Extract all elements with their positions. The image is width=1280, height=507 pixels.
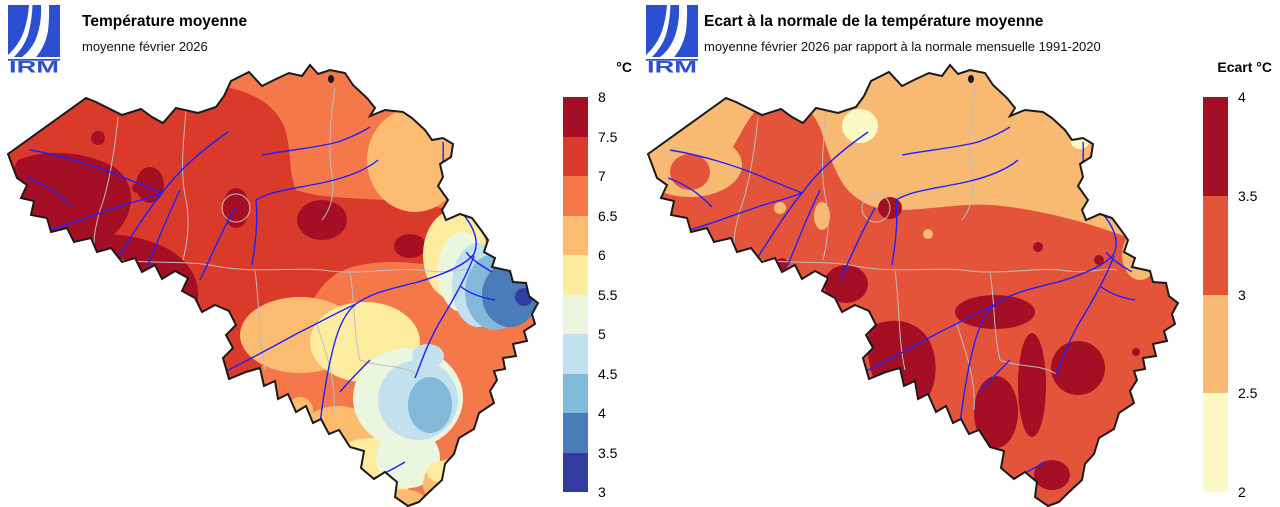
colorbar-tick: 3 xyxy=(1238,286,1246,303)
colorbar-tick: 7.5 xyxy=(598,128,618,145)
panel-temperature: IRM Température moyenne moyenne février … xyxy=(7,5,642,507)
colorbar-tick: 6.5 xyxy=(598,207,618,224)
temperature-map xyxy=(7,64,539,507)
panel-anomaly: IRM Ecart à la normale de la température… xyxy=(640,0,1280,507)
anomaly-region xyxy=(1034,460,1070,490)
anomaly-region xyxy=(1033,242,1043,252)
anomaly-map-regions xyxy=(648,65,1178,506)
colorbar-segment xyxy=(1203,195,1228,295)
irm-logo: IRM xyxy=(8,5,60,73)
colorbar-segment xyxy=(563,136,588,176)
colorbar-tick: 6 xyxy=(598,247,606,263)
border-islet xyxy=(968,75,974,83)
colorbar-tick: 5.5 xyxy=(598,286,618,303)
colorbar-segment xyxy=(563,452,588,492)
anomaly-region xyxy=(923,229,933,239)
anomaly-region xyxy=(955,295,1035,329)
colorbar xyxy=(563,97,588,492)
colorbar-tick: 4.5 xyxy=(598,365,618,382)
colorbar-unit-label: Ecart °C xyxy=(1217,59,1272,75)
colorbar-unit-label: °C xyxy=(616,59,632,75)
colorbar-tick: 2.5 xyxy=(1238,385,1258,402)
irm-logo-text: IRM xyxy=(9,58,59,74)
colorbar-segment xyxy=(563,97,588,137)
irm-logo-rule xyxy=(646,59,698,61)
colorbar-ticks: 4 3.5 3 2.5 2 xyxy=(1238,89,1280,500)
temp-region xyxy=(132,183,142,193)
irm-logo-swoosh-left xyxy=(8,5,33,57)
colorbar-tick: 3.5 xyxy=(598,444,618,461)
border-islet xyxy=(328,75,334,83)
anomaly-region xyxy=(824,265,868,303)
temp-region xyxy=(412,344,444,368)
temp-region xyxy=(376,428,440,488)
colorbar-tick: 3 xyxy=(598,484,606,500)
colorbar-tick: 3.5 xyxy=(1238,187,1258,204)
temp-region xyxy=(136,167,164,203)
colorbar-tick: 2 xyxy=(1238,484,1246,500)
irm-logo-swoosh-left xyxy=(646,5,671,57)
anomaly-region xyxy=(1094,255,1104,265)
map-title: Ecart à la normale de la température moy… xyxy=(704,13,1044,30)
colorbar-ticks: 8 7.5 7 6.5 6 5.5 5 4.5 4 3.5 3 xyxy=(598,89,642,500)
colorbar xyxy=(1203,97,1228,492)
colorbar-segment xyxy=(563,334,588,374)
map-subtitle: moyenne février 2026 xyxy=(82,39,208,54)
colorbar-segment xyxy=(563,294,588,334)
anomaly-region xyxy=(1071,135,1089,149)
anomaly-region xyxy=(1018,333,1046,437)
irm-logo-swoosh-right xyxy=(22,5,50,57)
map-subtitle: moyenne février 2026 par rapport à la no… xyxy=(704,39,1101,54)
temp-region xyxy=(91,131,105,145)
colorbar-tick: 8 xyxy=(598,89,606,105)
anomaly-region xyxy=(974,376,1018,448)
map-title: Température moyenne xyxy=(82,13,248,30)
colorbar-segment xyxy=(563,413,588,453)
colorbar-segment xyxy=(1203,97,1228,196)
colorbar-segment xyxy=(563,215,588,255)
colorbar-segment xyxy=(1203,393,1228,492)
temp-region xyxy=(408,377,452,433)
irm-logo-swoosh-right xyxy=(660,5,688,57)
anomaly-region xyxy=(814,202,830,230)
temp-region xyxy=(394,234,426,258)
irm-logo-rule xyxy=(8,59,60,61)
colorbar-segment xyxy=(563,176,588,216)
anomaly-region xyxy=(670,154,710,190)
colorbar-tick: 7 xyxy=(598,168,606,184)
anomaly-region xyxy=(842,109,878,143)
colorbar-segment xyxy=(563,373,588,413)
temp-region xyxy=(367,108,463,212)
irm-logo: IRM xyxy=(646,5,698,73)
anomaly-region xyxy=(1132,348,1140,356)
irm-logo-text: IRM xyxy=(647,58,697,74)
anomaly-region xyxy=(774,202,786,214)
colorbar-tick: 4 xyxy=(598,405,606,421)
colorbar-tick: 5 xyxy=(598,326,606,342)
colorbar-tick: 4 xyxy=(1238,89,1246,105)
anomaly-map xyxy=(647,64,1179,507)
colorbar-segment xyxy=(1203,294,1228,394)
colorbar-segment xyxy=(563,255,588,295)
